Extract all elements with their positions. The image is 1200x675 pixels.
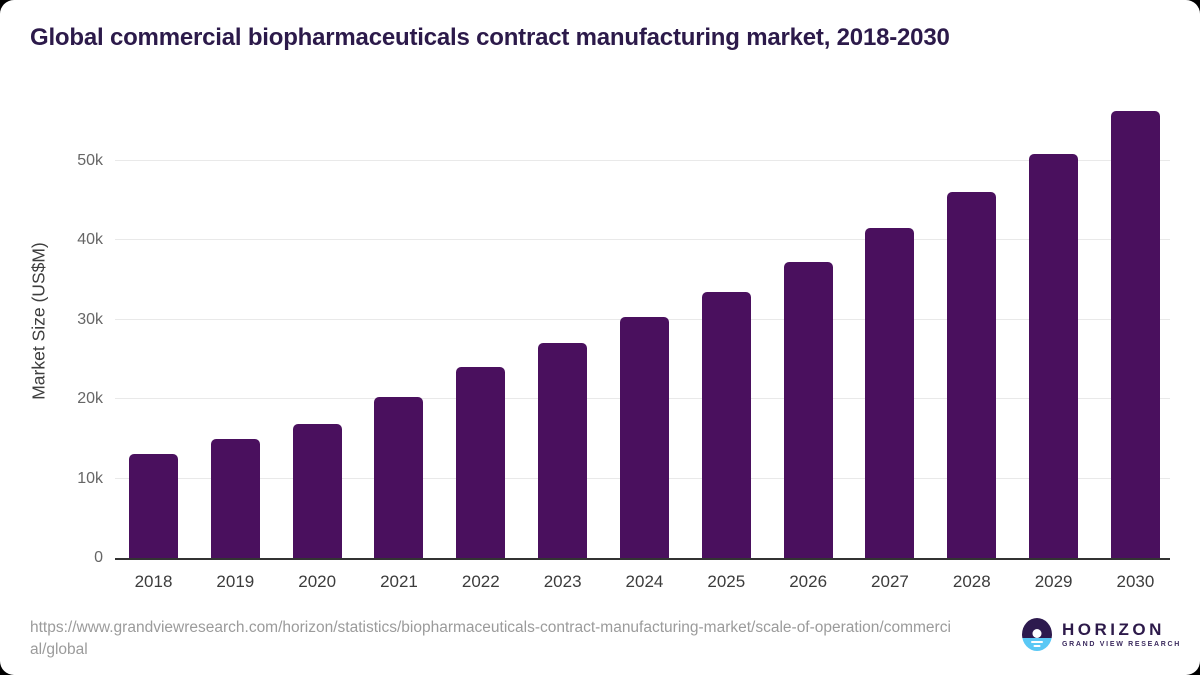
bars-row: 2018 2019 2020 2021 2022 2023 2024 2025 2026 2027… bbox=[129, 101, 1160, 591]
bar-2019[interactable] bbox=[210, 438, 260, 558]
y-tick-label-40k: 40k bbox=[77, 231, 103, 249]
x-tick-label-2027: 2027 bbox=[871, 572, 909, 591]
bar-2023[interactable] bbox=[538, 343, 588, 558]
bar-column-2029: 2029 bbox=[1029, 101, 1079, 591]
x-tick-label-2029: 2029 bbox=[1034, 572, 1073, 591]
x-tick-label-2023: 2023 bbox=[543, 572, 582, 591]
bar-2025[interactable] bbox=[701, 291, 751, 558]
bar-2030[interactable] bbox=[1110, 111, 1160, 558]
x-tick-label-2024: 2024 bbox=[625, 572, 664, 591]
y-tick-label-50k: 50k bbox=[77, 151, 103, 169]
x-tick-label-2028: 2028 bbox=[952, 572, 991, 591]
chart-title: Global commercial biopharmaceuticals con… bbox=[30, 24, 950, 51]
bar-2027[interactable] bbox=[865, 228, 915, 558]
logo-wordmark: HORIZON bbox=[1062, 620, 1165, 639]
plot-area: 2018 2019 2020 2021 2022 2023 2024 2025 2026 2027… bbox=[115, 101, 1170, 591]
bar-column-2027: 2027 bbox=[865, 101, 915, 591]
bar-2026[interactable] bbox=[783, 261, 833, 558]
bar-column-2023: 2023 bbox=[538, 101, 588, 591]
horizon-logo: HORIZON GRAND VIEW RESEARCH bbox=[1022, 618, 1181, 651]
bar-column-2018: 2018 bbox=[129, 101, 178, 591]
bar-2022[interactable] bbox=[456, 367, 506, 558]
bar-column-2030: 2030 bbox=[1110, 101, 1160, 591]
x-tick-label-2026: 2026 bbox=[789, 572, 828, 591]
x-tick-label-2022: 2022 bbox=[461, 572, 500, 591]
bar-2021[interactable] bbox=[374, 396, 424, 558]
bar-2020[interactable] bbox=[292, 423, 342, 558]
y-tick-label-10k: 10k bbox=[77, 469, 103, 487]
bar-2029[interactable] bbox=[1029, 154, 1079, 558]
bar-column-2028: 2028 bbox=[947, 101, 997, 591]
x-tick-label-2025: 2025 bbox=[707, 572, 746, 591]
x-tick-label-2021: 2021 bbox=[380, 572, 418, 591]
x-tick-label-2020: 2020 bbox=[298, 572, 337, 591]
gridline-50k bbox=[115, 159, 1170, 161]
bar-column-2026: 2026 bbox=[783, 101, 833, 591]
bar-2024[interactable] bbox=[619, 317, 669, 558]
bar-2018[interactable] bbox=[129, 453, 178, 558]
bar-column-2022: 2022 bbox=[456, 101, 506, 591]
x-tick-label-2019: 2019 bbox=[216, 572, 255, 591]
bar-column-2024: 2024 bbox=[619, 101, 669, 591]
logo-sun-icon bbox=[1032, 629, 1042, 638]
bar-column-2025: 2025 bbox=[701, 101, 751, 591]
y-tick-label-0: 0 bbox=[94, 549, 103, 566]
bar-column-2019: 2019 bbox=[210, 101, 260, 591]
logo-subtitle: GRAND VIEW RESEARCH bbox=[1062, 641, 1182, 648]
x-tick-label-2018: 2018 bbox=[134, 572, 173, 591]
logo-text-block: HORIZON GRAND VIEW RESEARCH bbox=[1062, 621, 1181, 648]
bar-column-2020: 2020 bbox=[292, 101, 342, 591]
bar-column-2021: 2021 bbox=[374, 101, 424, 591]
y-tick-label-30k: 30k bbox=[77, 310, 103, 328]
y-tick-label-20k: 20k bbox=[77, 390, 103, 408]
x-tick-label-2030: 2030 bbox=[1116, 572, 1155, 591]
horizon-logo-icon bbox=[1022, 618, 1052, 651]
y-axis-tick-labels: 0 10k 20k 30k 40k 50k bbox=[45, 101, 103, 566]
gridline-40k bbox=[115, 239, 1170, 241]
logo-horizon-line-icon bbox=[1031, 640, 1043, 643]
logo-reflection-line-icon bbox=[1033, 645, 1041, 647]
bar-2028[interactable] bbox=[947, 192, 997, 558]
source-url: https://www.grandviewresearch.com/horizo… bbox=[30, 619, 951, 658]
